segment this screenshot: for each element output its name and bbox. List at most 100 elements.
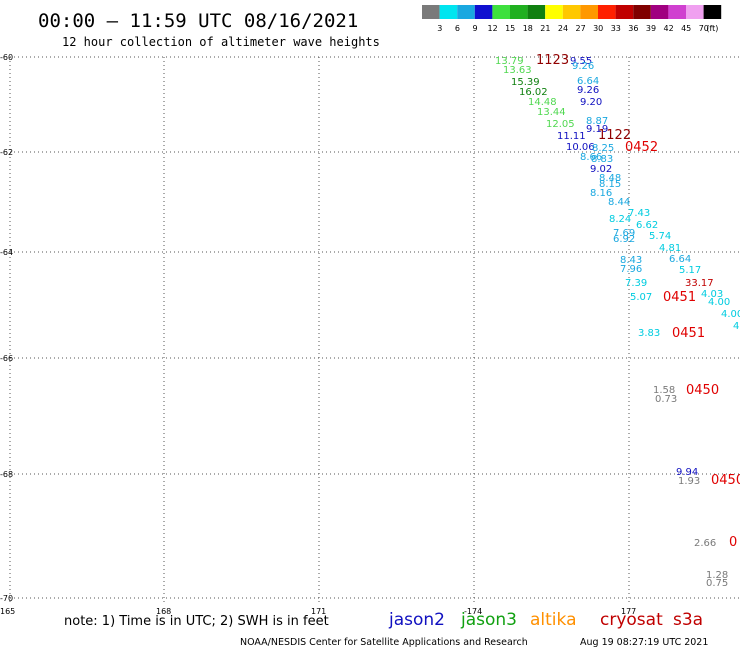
observation-label: 1.28 <box>706 570 728 581</box>
observation-label: 1122 <box>598 128 631 143</box>
observation-label: 8.87 <box>586 116 608 127</box>
observation-label: 6.92 <box>613 234 635 245</box>
observation-label: 0452 <box>625 140 658 155</box>
legend-altika: altika <box>530 610 577 630</box>
scale-label: 70 <box>699 24 709 33</box>
lat-label: -70 <box>0 594 13 603</box>
lon-label: -174 <box>464 607 482 616</box>
lon-label: 165 <box>0 607 15 616</box>
observation-label: 9.55 <box>570 56 592 67</box>
observation-label: 10.06 <box>566 142 595 153</box>
observation-label: 4.03 <box>701 289 723 300</box>
lat-label: -68 <box>0 470 13 479</box>
observation-label: 8.83 <box>591 154 613 165</box>
lat-label: -60 <box>0 53 13 62</box>
legend-jason2: jason2 <box>388 610 445 630</box>
legend-s3a: s3a <box>673 610 703 630</box>
satellite-legend: jason2 jason3 altika cryosat s3a <box>388 610 703 630</box>
observation-label: 0.73 <box>655 394 677 405</box>
observation-label: 9.20 <box>580 97 602 108</box>
observation-label: 0 <box>729 535 737 550</box>
scale-label: 27 <box>576 24 586 33</box>
observation-label: 1123 <box>536 53 569 68</box>
observation-label: 6.64 <box>577 76 599 87</box>
observation-label: 0.75 <box>706 578 728 589</box>
observation-label: 4.00 <box>721 309 740 320</box>
scale-swatch <box>650 5 669 19</box>
scale-label: 9 <box>472 24 477 33</box>
scale-label: 30 <box>593 24 603 33</box>
scale-label: 33 <box>611 24 621 33</box>
observation-label: 8.16 <box>590 188 612 199</box>
credit-line: NOAA/NESDIS Center for Satellite Applica… <box>240 637 528 648</box>
observation-label: 11.11 <box>557 131 586 142</box>
scale-label: 24 <box>558 24 568 33</box>
scale-swatch <box>598 5 616 19</box>
scale-swatch <box>457 5 475 19</box>
observation-label: 0451 <box>663 290 696 305</box>
observation-label: 8.15 <box>599 179 621 190</box>
scale-label: 45 <box>681 24 691 33</box>
scale-swatch <box>545 5 563 19</box>
scale-label: 3 <box>437 24 442 33</box>
scale-swatch <box>633 5 651 19</box>
observation-label: 4 <box>733 321 739 332</box>
scale-swatch <box>668 5 686 19</box>
observation-label: 8.25 <box>592 143 614 154</box>
scale-label: 39 <box>646 24 656 33</box>
observation-label: 4.81 <box>659 243 681 254</box>
lon-label: 168 <box>156 607 171 616</box>
legend-cryosat: cryosat <box>600 610 663 630</box>
observation-label: 3.83 <box>638 328 660 339</box>
scale-swatch <box>474 5 493 19</box>
wave-height-observations: 13.79 1123 9.55 13.63 9.26 15.39 6.64 16.02 9.26… <box>495 53 740 589</box>
observation-label: 33.17 <box>685 278 714 289</box>
scale-swatch <box>615 5 634 19</box>
observation-label: 9.02 <box>590 164 612 175</box>
lat-label: -66 <box>0 354 13 363</box>
lon-label: 177 <box>621 607 636 616</box>
scale-label: 15 <box>505 24 515 33</box>
observation-label: 9.19 <box>586 124 608 135</box>
scale-label: 6 <box>455 24 460 33</box>
lon-label: 171 <box>311 607 326 616</box>
observation-label: 2.66 <box>694 538 716 549</box>
scale-swatch <box>439 5 458 19</box>
observation-label: 4.00 <box>708 297 730 308</box>
observation-label: 0450 <box>686 383 719 398</box>
observation-label: 8.48 <box>599 173 621 184</box>
observation-label: 1.58 <box>653 385 675 396</box>
observation-label: 9.26 <box>572 61 594 72</box>
wave-height-color-scale: 3 6 9 12 15 18 21 24 27 30 33 36 39 42 45 70(ft) <box>422 5 722 33</box>
page-title: 00:00 – 11:59 UTC 08/16/2021 <box>38 10 358 32</box>
observation-label: 7.43 <box>628 208 650 219</box>
observation-label: 9.26 <box>577 85 599 96</box>
observation-label: 8.24 <box>609 214 631 225</box>
scale-swatch <box>580 5 598 19</box>
legend-jason3: jason3 <box>460 610 517 630</box>
observation-label: 5.07 <box>630 292 652 303</box>
observation-label: 6.62 <box>636 220 658 231</box>
lat-label: -62 <box>0 148 13 157</box>
lat-label: -64 <box>0 248 13 257</box>
observation-label: 0451 <box>672 326 705 341</box>
observation-label: 13.44 <box>537 107 566 118</box>
scale-swatch <box>492 5 510 19</box>
observation-label: 13.79 <box>495 56 524 67</box>
scale-label: (ft) <box>706 24 718 33</box>
observation-label: 5.17 <box>679 265 701 276</box>
observation-label: 9.94 <box>676 467 698 478</box>
observation-label: 0450 <box>711 473 740 488</box>
scale-label: 12 <box>488 24 498 33</box>
footnote: note: 1) Time is in UTC; 2) SWH is in fe… <box>64 614 329 629</box>
observation-label: 15.39 <box>511 77 540 88</box>
observation-label: 6.64 <box>669 254 691 265</box>
scale-swatch <box>422 5 440 19</box>
observation-label: 8.44 <box>608 197 630 208</box>
observation-label: 5.74 <box>649 231 671 242</box>
observation-label: 7.39 <box>625 278 647 289</box>
scale-swatch <box>562 5 581 19</box>
observation-label: 7.96 <box>620 264 642 275</box>
observation-label: 8.43 <box>620 255 642 266</box>
